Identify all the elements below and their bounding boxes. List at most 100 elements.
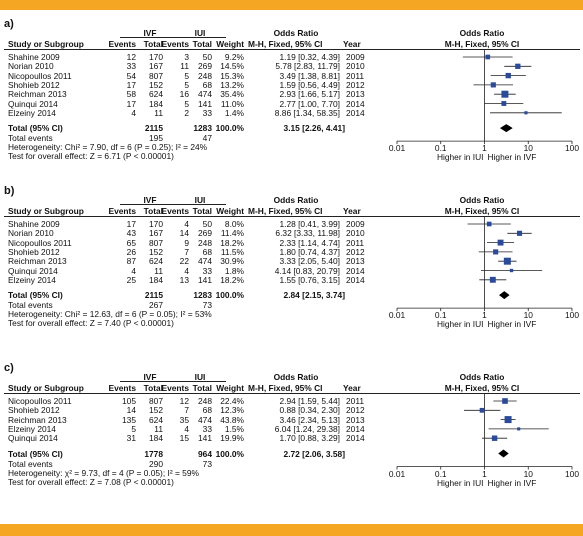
ivf-events-cell: 65	[126, 237, 136, 248]
overall-effect-text: Test for overall effect: Z = 7.40 (P < 0…	[8, 318, 174, 329]
or-ci-cell: 2.77 [1.00, 7.70]	[279, 98, 340, 109]
overall-iui-total: 1283	[193, 290, 212, 301]
or-ci-cell: 6.04 [1.24, 29.38]	[274, 423, 340, 434]
overall-iui-total: 1283	[193, 123, 212, 134]
forest-column-method: M-H, Fixed, 95% CI	[444, 383, 520, 393]
study-effect-square	[503, 257, 511, 265]
ivf-total-cell: 167	[149, 228, 163, 239]
iui-total-cell: 141	[198, 98, 212, 109]
year-cell: 2014	[346, 433, 365, 444]
study-name: Elzeiny 2014	[8, 274, 56, 285]
ivf-events-cell: 87	[126, 256, 136, 267]
iui-header-rule	[178, 37, 226, 38]
x-axis-tick-label: 10	[523, 143, 533, 154]
overall-weight: 100.0%	[215, 290, 244, 301]
study-effect-square	[505, 72, 511, 79]
heterogeneity-text: Heterogeneity: χ² = 9.73, df = 4 (P = 0.…	[8, 467, 199, 478]
heterogeneity-text: Heterogeneity: Chi² = 12.63, df = 6 (P =…	[8, 309, 212, 320]
year-cell: 2014	[346, 98, 365, 109]
study-name: Nicopoullos 2011	[8, 70, 72, 81]
overall-diamond	[498, 449, 509, 458]
year-cell: 2010	[346, 61, 365, 72]
study-name: Elzeiny 2014	[8, 107, 56, 118]
weight-cell: 11.4%	[220, 228, 244, 239]
iui-total-cell: 68	[202, 246, 212, 257]
total-events-label: Total events	[8, 300, 53, 311]
overall-effect-text: Test for overall effect: Z = 6.71 (P < 0…	[8, 151, 174, 162]
favours-ivf-label: Higher in IVF	[487, 477, 537, 488]
iui-total-cell: 269	[198, 61, 212, 72]
column-iui-total: Total	[192, 206, 212, 216]
study-effect-square	[509, 268, 514, 273]
total-events-label: Total events	[8, 458, 53, 469]
iui-header-rule	[178, 381, 226, 382]
study-effect-square	[491, 435, 498, 441]
iui-total-cell: 33	[202, 107, 212, 118]
column-study: Study or Subgroup	[8, 206, 84, 216]
study-name: Shahine 2009	[8, 219, 60, 229]
ivf-header-rule	[120, 204, 180, 205]
year-cell: 2009	[346, 52, 365, 62]
ivf-events-cell: 54	[126, 70, 136, 81]
overall-label: Total (95% CI)	[8, 448, 63, 459]
iui-group-header: IUI	[194, 372, 206, 382]
study-name: Nicopoullos 2011	[8, 237, 72, 248]
ivf-total-cell: 152	[149, 246, 163, 257]
iui-events-cell: 5	[184, 70, 189, 81]
year-cell: 2013	[346, 256, 365, 267]
study-name: Reichman 2013	[8, 89, 67, 100]
total-events-ivf: 267	[149, 300, 163, 311]
overall-diamond	[499, 291, 510, 300]
ivf-events-cell: 4	[131, 265, 136, 276]
ivf-total-cell: 184	[149, 274, 163, 285]
column-weight: Weight	[216, 383, 244, 393]
column-year: Year	[343, 383, 361, 393]
column-ivf-total: Total	[143, 206, 163, 216]
panel-label: c)	[4, 362, 14, 374]
ivf-total-cell: 184	[149, 98, 163, 109]
overall-weight: 100.0%	[215, 123, 244, 134]
study-name: Reichman 2013	[8, 414, 67, 425]
column-weight: Weight	[216, 206, 244, 216]
year-cell: 2009	[346, 219, 365, 229]
study-name: Shohieb 2012	[8, 405, 60, 416]
ivf-total-cell: 170	[149, 219, 163, 229]
year-cell: 2014	[346, 274, 365, 285]
ivf-total-cell: 152	[149, 405, 163, 416]
ivf-total-cell: 167	[149, 61, 163, 72]
or-ci-cell: 1.28 [0.41, 3.99]	[279, 219, 340, 229]
ivf-events-cell: 12	[126, 52, 136, 62]
iui-total-cell: 68	[202, 79, 212, 90]
overall-label: Total (95% CI)	[8, 290, 63, 301]
iui-total-cell: 248	[198, 70, 212, 81]
or-ci-cell: 1.59 [0.56, 4.49]	[279, 79, 340, 90]
column-year: Year	[343, 206, 361, 216]
study-name: Shohieb 2012	[8, 246, 60, 257]
year-cell: 2013	[346, 414, 365, 425]
ivf-group-header: IVF	[143, 372, 157, 382]
weight-cell: 9.2%	[224, 52, 244, 62]
study-effect-square	[479, 407, 485, 413]
or-ci-cell: 1.19 [0.32, 4.39]	[279, 52, 340, 62]
ivf-events-cell: 31	[126, 433, 136, 444]
study-name: Quinqui 2014	[8, 433, 58, 444]
column-ivf-total: Total	[143, 383, 163, 393]
study-effect-square	[486, 221, 492, 227]
or-ci-cell: 2.93 [1.66, 5.17]	[279, 89, 340, 100]
study-effect-square	[490, 82, 496, 88]
weight-cell: 1.5%	[224, 423, 244, 434]
year-cell: 2011	[346, 396, 365, 406]
study-effect-square	[501, 101, 507, 106]
weight-cell: 19.9%	[220, 433, 244, 444]
column-iui-events: Events	[161, 39, 189, 49]
ivf-events-cell: 17	[126, 98, 136, 109]
column-weight: Weight	[216, 39, 244, 49]
header-rule	[4, 49, 580, 50]
weight-cell: 30.9%	[220, 256, 244, 267]
weight-cell: 11.0%	[220, 98, 244, 109]
year-cell: 2012	[346, 79, 365, 90]
year-cell: 2012	[346, 246, 365, 257]
iui-total-cell: 68	[202, 405, 212, 416]
ivf-header-rule	[120, 381, 180, 382]
forest-odds-ratio-header: Odds Ratio	[459, 195, 505, 205]
